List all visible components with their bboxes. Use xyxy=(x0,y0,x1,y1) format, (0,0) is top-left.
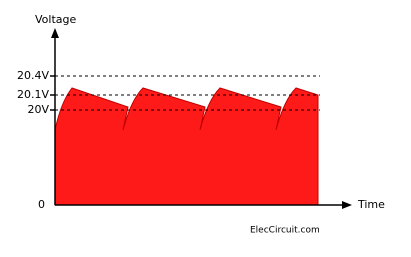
level-label: 20.1V xyxy=(17,88,49,101)
y-axis-label: Voltage xyxy=(35,13,76,26)
watermark: ElecCircuit.com xyxy=(250,226,320,236)
level-label: 20.4V xyxy=(17,69,49,82)
level-lines xyxy=(55,75,320,111)
x-axis-label: Time xyxy=(357,198,385,211)
level-label: 20V xyxy=(27,103,49,116)
axes xyxy=(50,34,346,206)
y-arrow xyxy=(51,28,59,38)
x-arrow xyxy=(342,201,352,209)
level-label: 0 xyxy=(38,198,45,211)
waveform xyxy=(54,87,319,206)
